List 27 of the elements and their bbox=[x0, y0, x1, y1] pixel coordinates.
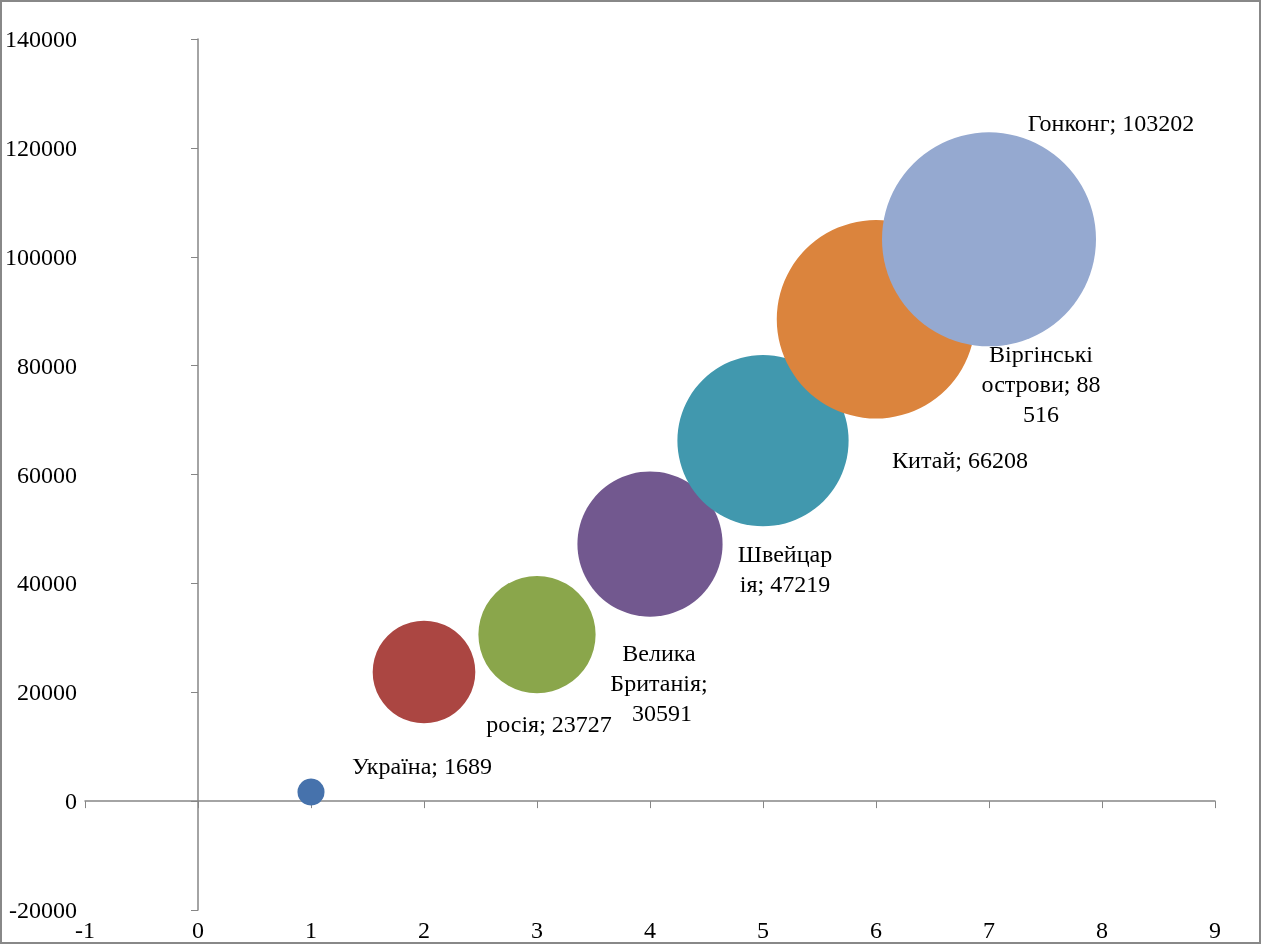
data-label: Швейцарія; 47219 bbox=[737, 541, 833, 598]
y-tick-label: -20000 bbox=[9, 897, 77, 923]
x-tick-label: 6 bbox=[870, 917, 882, 943]
data-label: Гонконг; 103202 bbox=[1027, 110, 1195, 137]
x-tick-label: 9 bbox=[1209, 917, 1221, 943]
y-tick-label: 100000 bbox=[5, 243, 77, 270]
x-tick-label: 7 bbox=[983, 917, 995, 943]
y-tick-label: 0 bbox=[65, 788, 77, 815]
y-tick-label: 20000 bbox=[17, 679, 77, 706]
y-tick-label: 80000 bbox=[17, 352, 77, 379]
y-tick-label: 60000 bbox=[17, 461, 77, 488]
y-tick-label: 140000 bbox=[5, 26, 77, 52]
y-tick-label: 120000 bbox=[5, 134, 77, 161]
x-tick-label: 0 bbox=[192, 917, 204, 943]
data-label: Віргінські острови; 88 516 bbox=[975, 341, 1107, 428]
data-label: росія; 23727 bbox=[486, 710, 612, 737]
x-tick-label: 8 bbox=[1096, 917, 1108, 943]
x-tick-label: 1 bbox=[305, 917, 317, 943]
x-tick-label: 4 bbox=[644, 917, 656, 943]
data-label: Китай; 66208 bbox=[892, 446, 1028, 473]
x-tick-label: 2 bbox=[418, 917, 430, 943]
x-tick-label: 3 bbox=[531, 917, 543, 943]
y-tick-label: 40000 bbox=[17, 570, 77, 597]
x-tick-label: 5 bbox=[757, 917, 769, 943]
data-label: Україна; 1689 bbox=[351, 752, 493, 779]
x-tick-label: -1 bbox=[75, 917, 95, 943]
data-label: Велика Британія; 30591 bbox=[610, 639, 714, 726]
